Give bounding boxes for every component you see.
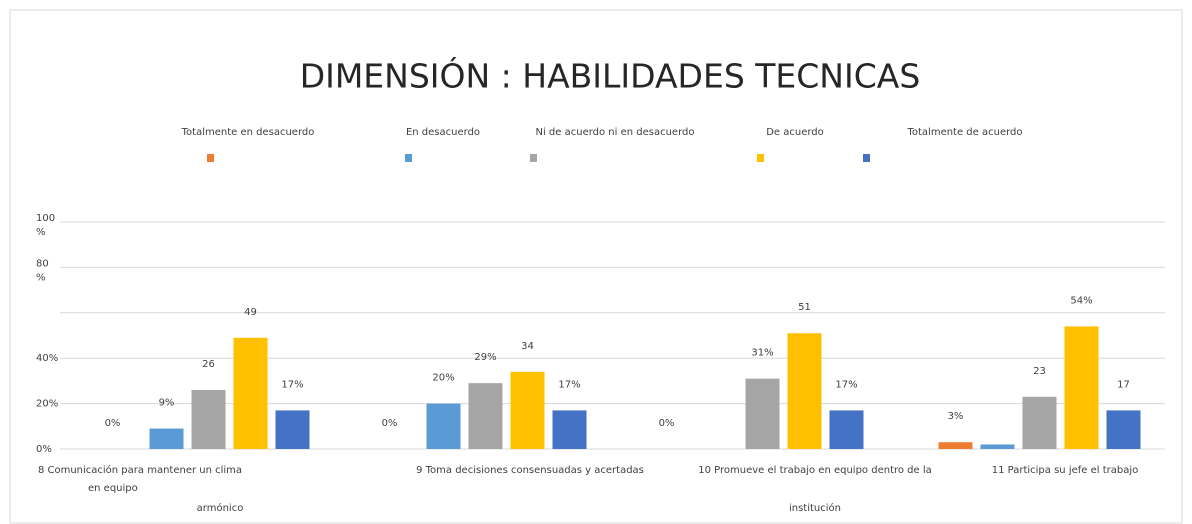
y-tick-label: 100 [36, 213, 55, 224]
legend-label: En desacuerdo [406, 127, 480, 138]
bar [787, 333, 822, 449]
y-tick-label: 0% [36, 444, 52, 455]
y-tick-label: % [36, 272, 46, 283]
data-label: 20% [432, 373, 454, 384]
legend-label: Ni de acuerdo ni en desacuerdo [535, 127, 694, 138]
x-tick-label: armónico [197, 502, 244, 514]
legend-swatch [530, 154, 537, 162]
data-label: 17% [558, 379, 580, 390]
data-label: 29% [474, 352, 496, 363]
bar [552, 410, 587, 449]
data-label: 54% [1070, 295, 1092, 306]
bar [1022, 396, 1057, 449]
y-tick-label: 80 [36, 258, 49, 269]
bar [980, 444, 1015, 449]
bar [510, 371, 545, 449]
bar [1064, 326, 1099, 449]
bar [829, 410, 864, 449]
data-label: 0% [659, 418, 675, 429]
y-tick-label: 40% [36, 353, 58, 364]
legend-swatch [863, 154, 870, 162]
data-label: 0% [105, 418, 121, 429]
legend-label: De acuerdo [766, 127, 824, 138]
legend-label: Totalmente en desacuerdo [181, 127, 315, 138]
data-label: 0% [382, 418, 398, 429]
legend-label: Totalmente de acuerdo [906, 127, 1022, 138]
bar [1106, 410, 1141, 449]
x-tick-label: 8 Comunicación para mantener un clima [38, 464, 242, 476]
data-label: 9% [159, 398, 175, 409]
data-label: 23 [1033, 366, 1046, 377]
bar [191, 389, 226, 449]
data-label: 49 [244, 307, 257, 318]
legend-swatch [207, 154, 214, 162]
y-tick-label: 20% [36, 399, 58, 410]
legend-swatch [405, 154, 412, 162]
x-tick-label: 10 Promueve el trabajo en equipo dentro … [698, 465, 932, 476]
x-tick-label: institución [789, 502, 841, 514]
y-tick-label: % [36, 227, 46, 238]
x-tick-label: en equipo [88, 483, 138, 494]
data-label: 31% [751, 348, 773, 359]
bar [426, 403, 461, 449]
data-label: 51 [798, 302, 811, 313]
bar [745, 378, 780, 449]
bar [275, 410, 310, 449]
x-tick-label: 9 Toma decisiones consensuadas y acertad… [416, 465, 644, 476]
legend-swatch [757, 154, 764, 162]
data-label: 17% [835, 379, 857, 390]
data-label: 26 [202, 359, 215, 370]
x-tick-label: 11 Participa su jefe el trabajo [992, 465, 1139, 476]
data-label: 3% [948, 411, 964, 422]
data-label: 17 [1117, 379, 1130, 390]
bar [938, 442, 973, 449]
bar [233, 337, 268, 449]
chart-title: DIMENSIÓN : HABILIDADES TECNICAS [300, 56, 921, 96]
data-label: 17% [281, 379, 303, 390]
bar [149, 428, 184, 449]
bar [468, 383, 503, 449]
data-label: 34 [521, 341, 534, 352]
